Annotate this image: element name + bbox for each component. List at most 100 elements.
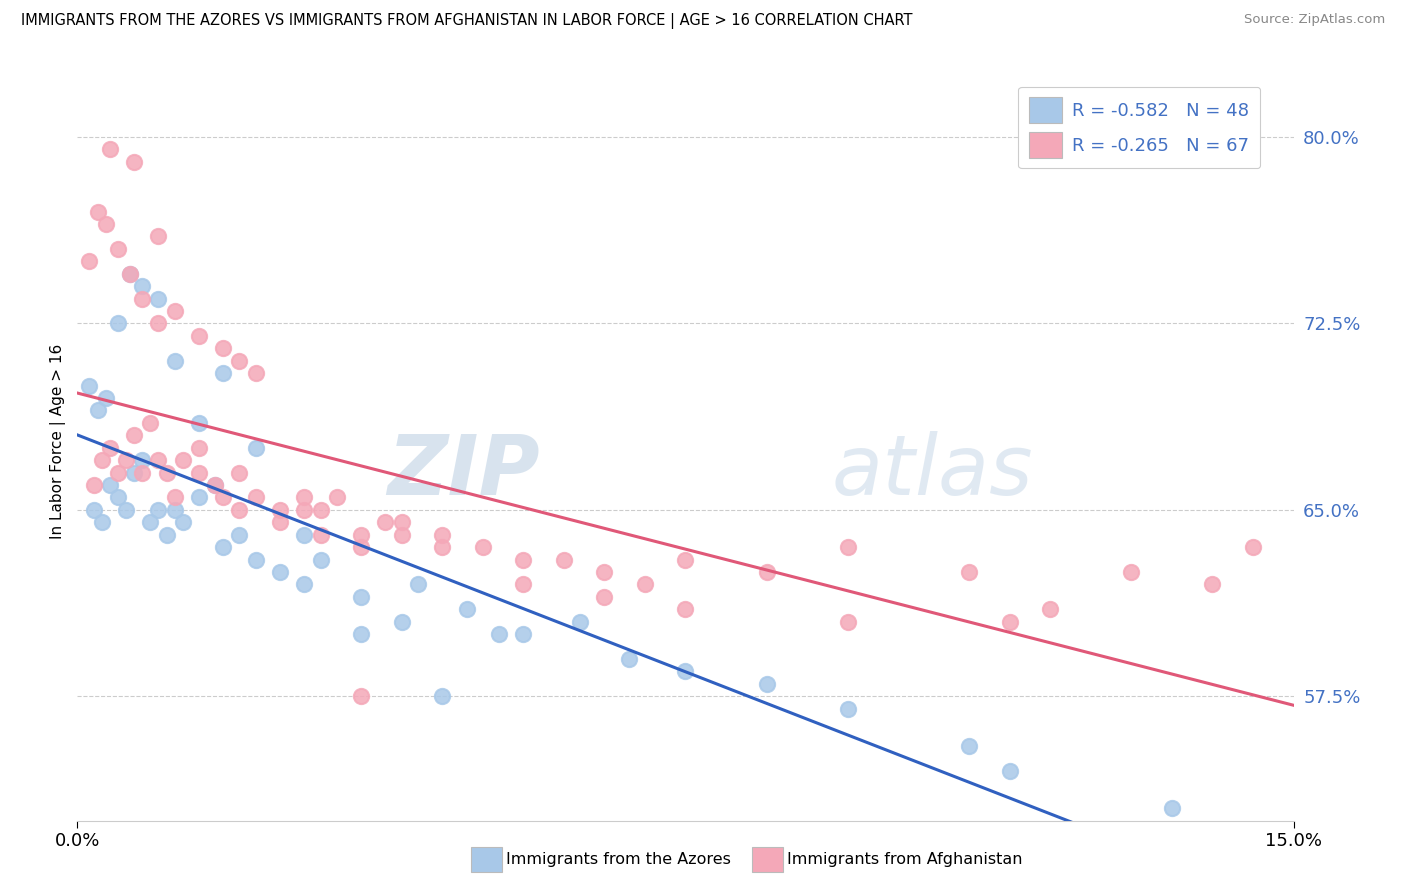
Point [188,329,211,343]
Point [118,267,141,281]
Point [188,491,211,505]
Text: Source: ZipAtlas.com: Source: ZipAtlas.com [1244,13,1385,27]
Text: Immigrants from the Azores: Immigrants from the Azores [506,853,731,867]
Point [512,627,534,641]
Point [155,528,177,542]
Point [1161,801,1184,815]
Point [675,552,697,566]
Point [188,441,211,455]
Point [148,292,170,306]
Point [269,565,291,579]
Point [350,690,373,704]
Point [957,739,980,753]
Point [292,491,315,505]
Point [188,466,211,480]
Point [634,577,657,591]
Point [79,254,101,268]
Point [139,516,162,530]
Point [131,453,153,467]
Point [309,552,332,566]
Point [456,602,478,616]
Point [148,503,170,517]
Point [118,267,141,281]
Point [374,516,396,530]
Point [212,341,235,355]
Point [1201,577,1223,591]
Point [98,478,121,492]
Point [269,503,291,517]
Point [391,516,413,530]
Point [212,366,235,380]
Point [1121,565,1143,579]
Point [188,416,211,430]
Point [86,204,108,219]
Point [131,279,153,293]
Point [755,565,778,579]
Point [148,229,170,244]
Point [406,577,429,591]
Point [553,552,575,566]
Point [245,366,267,380]
Point [148,317,170,331]
Text: Immigrants from Afghanistan: Immigrants from Afghanistan [787,853,1022,867]
Point [148,453,170,467]
Point [86,403,108,417]
Point [107,466,129,480]
Point [131,466,153,480]
Point [326,491,349,505]
Point [350,590,373,604]
Point [998,764,1021,778]
Point [837,702,859,716]
Point [1241,540,1264,554]
Point [292,577,315,591]
Point [430,528,453,542]
Point [309,503,332,517]
Point [228,503,250,517]
Point [204,478,226,492]
Point [163,304,186,318]
Point [115,453,138,467]
Point [155,466,177,480]
Point [512,552,534,566]
Point [837,615,859,629]
Point [245,441,267,455]
Point [163,491,186,505]
Point [755,677,778,691]
Point [98,441,121,455]
Point [94,217,117,231]
Point [107,491,129,505]
Text: ZIP: ZIP [387,432,540,512]
Point [309,528,332,542]
Point [163,503,186,517]
Point [204,478,226,492]
Point [172,516,194,530]
Point [122,428,145,442]
Point [90,453,112,467]
Point [131,292,153,306]
Point [228,353,250,368]
Point [245,552,267,566]
Point [1039,602,1062,616]
Point [488,627,510,641]
Point [292,503,315,517]
Point [350,627,373,641]
Point [837,540,859,554]
Y-axis label: In Labor Force | Age > 16: In Labor Force | Age > 16 [51,344,66,539]
Point [107,317,129,331]
Legend: R = -0.582   N = 48, R = -0.265   N = 67: R = -0.582 N = 48, R = -0.265 N = 67 [1018,87,1260,169]
Point [569,615,592,629]
Point [172,453,194,467]
Point [350,540,373,554]
Point [350,528,373,542]
Point [391,528,413,542]
Point [292,528,315,542]
Point [593,590,616,604]
Point [83,503,105,517]
Point [245,491,267,505]
Point [957,565,980,579]
Text: atlas: atlas [831,432,1033,512]
Point [83,478,105,492]
Point [115,503,138,517]
Point [122,154,145,169]
Point [269,516,291,530]
